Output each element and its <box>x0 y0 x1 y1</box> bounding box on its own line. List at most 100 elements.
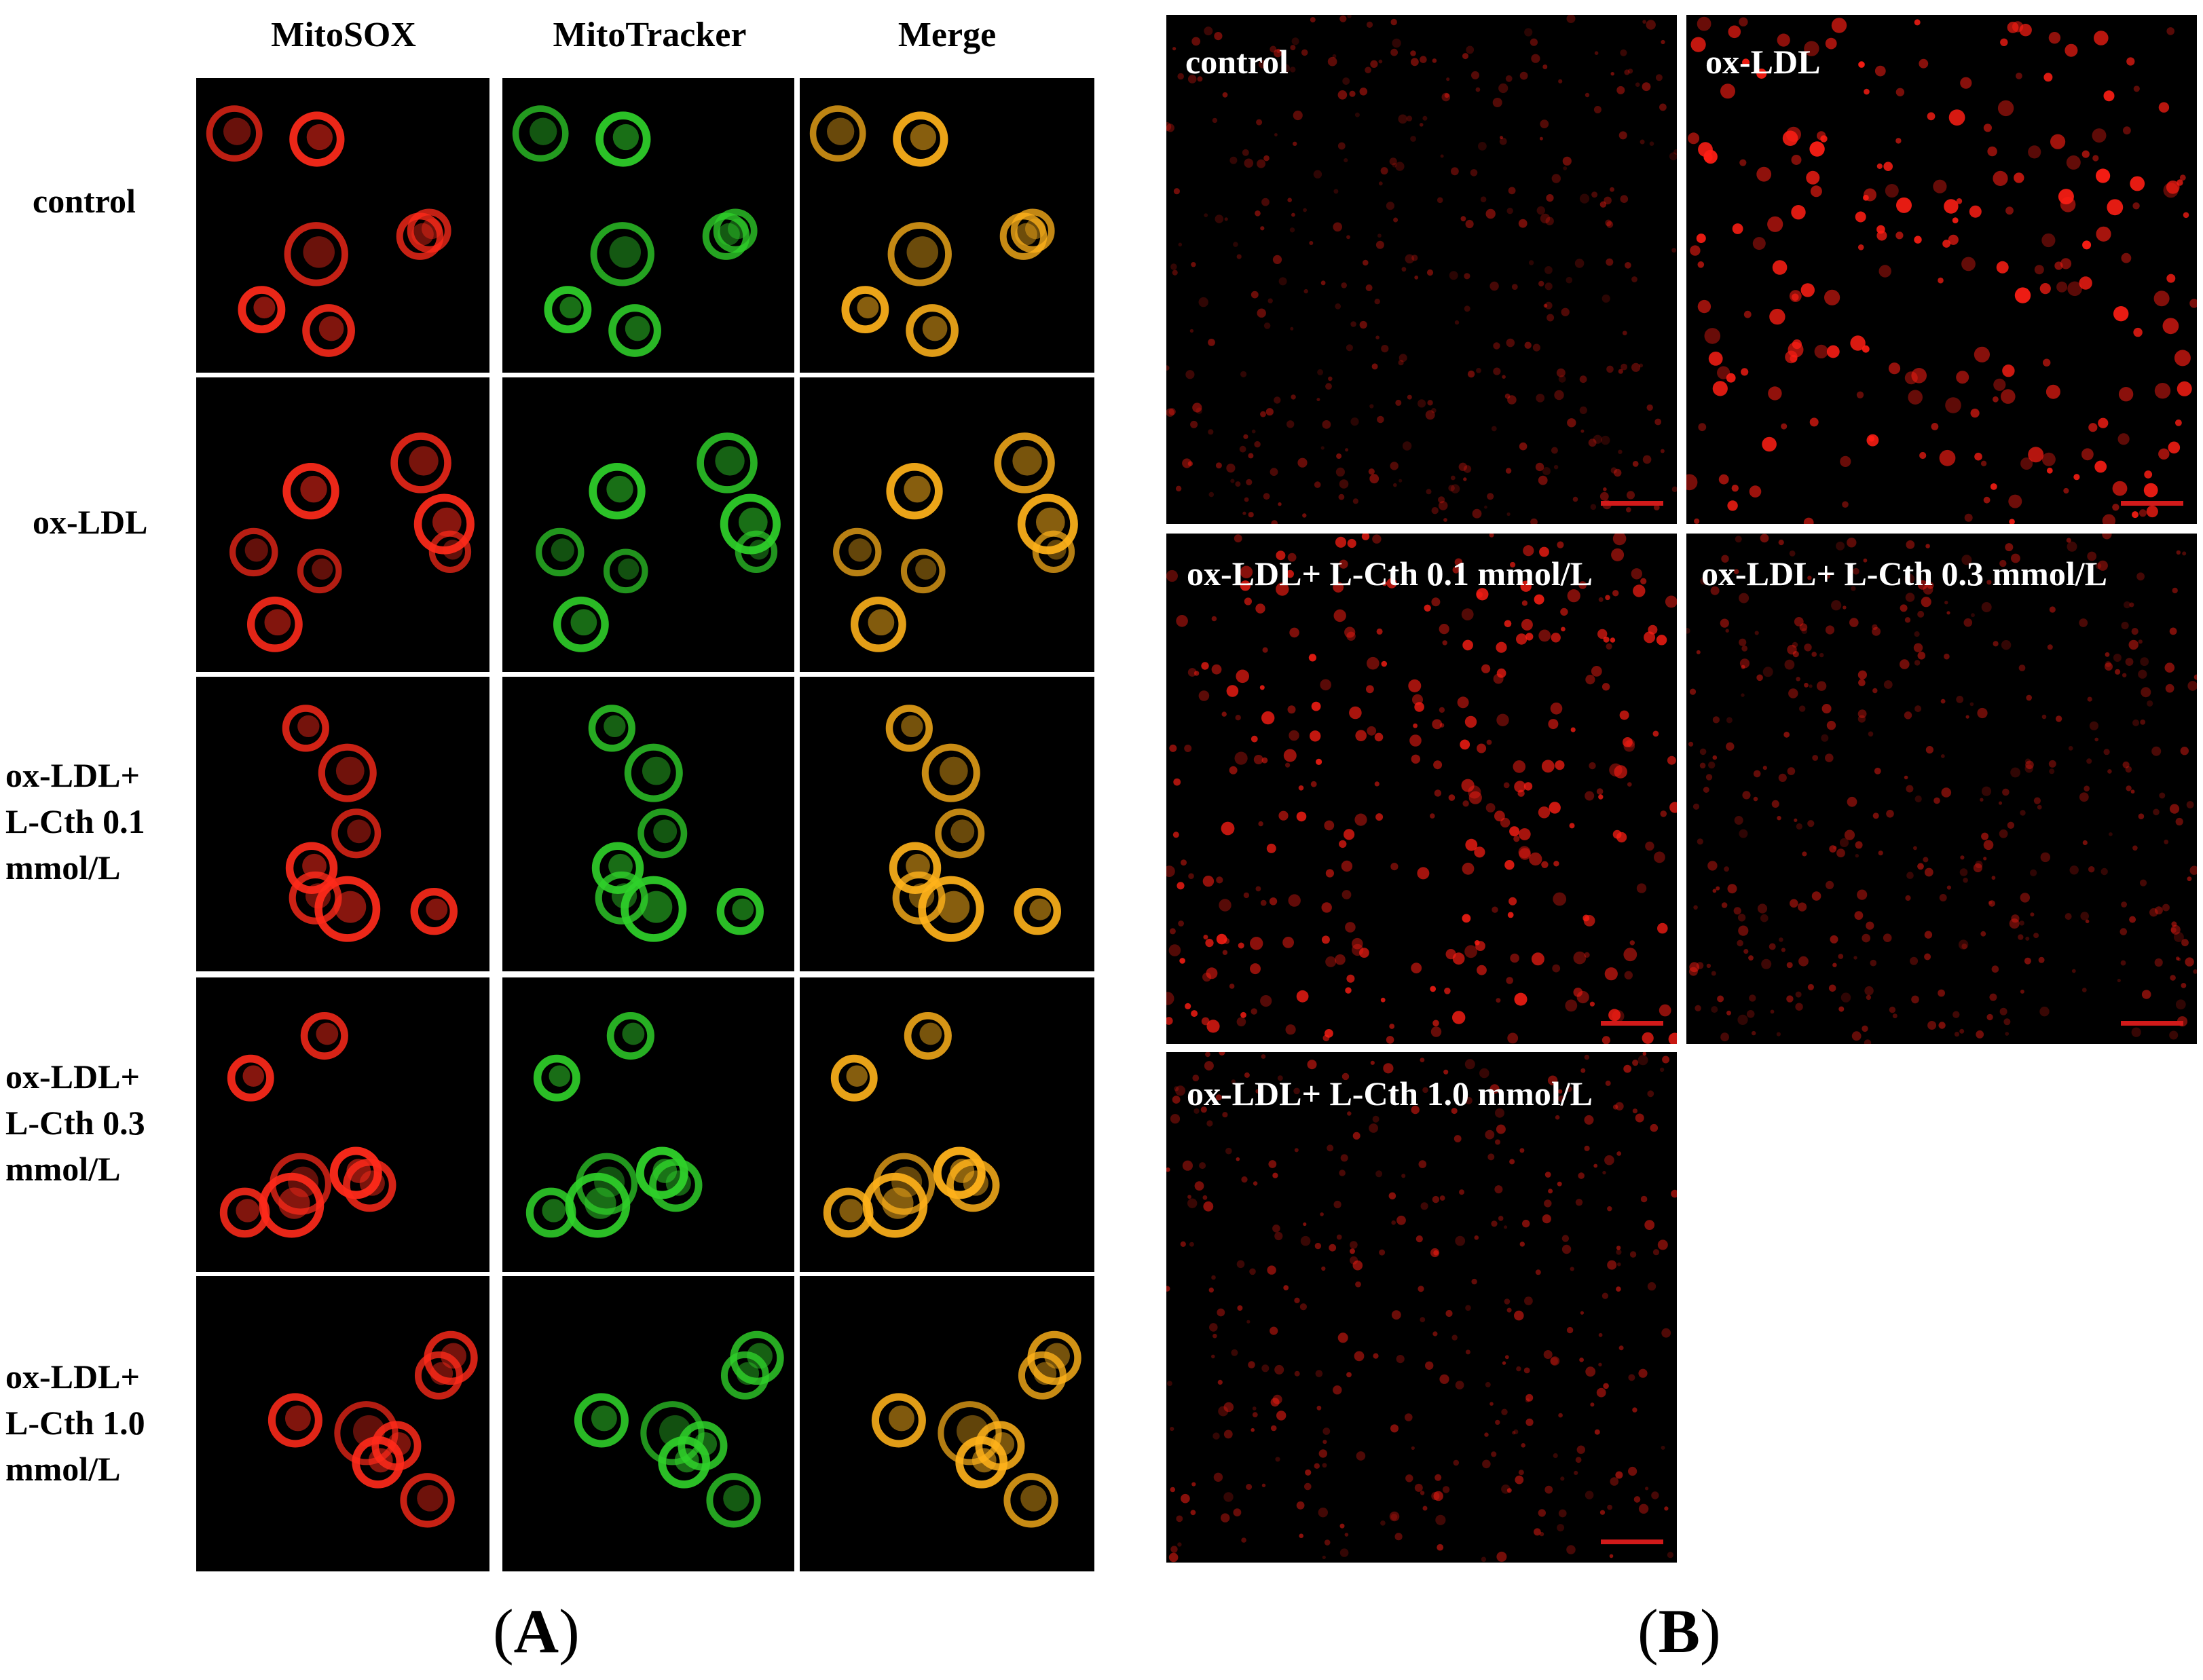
fluorescent-cell <box>1242 149 1249 156</box>
fluorescent-cell <box>1461 608 1474 620</box>
fluorescent-cell <box>2079 276 2092 290</box>
fluorescent-cell <box>1354 813 1367 826</box>
fluorescent-cell <box>1359 320 1367 329</box>
fluorescent-cell <box>1236 254 1242 259</box>
fluorescent-cell <box>1566 15 1576 23</box>
fluorescent-cell <box>2169 627 2177 635</box>
fluorescent-cell <box>1478 142 1487 151</box>
fluorescent-cell <box>2159 792 2166 799</box>
fluorescent-cell <box>1221 1513 1230 1523</box>
fluorescent-cell <box>2081 448 2094 461</box>
fluorescent-cell <box>2038 956 2045 963</box>
fluorescent-cell <box>2163 183 2179 198</box>
fluorescent-cell <box>1289 730 1299 741</box>
fluorescent-cell <box>1389 157 1397 166</box>
fluorescent-cell <box>1172 1096 1181 1104</box>
fluorescent-cell <box>1847 796 1857 807</box>
fluorescent-cell <box>1480 196 1487 203</box>
micrograph-image <box>525 1011 703 1238</box>
fluorescent-cell <box>1728 25 1741 39</box>
fluorescent-cell <box>1986 1013 1993 1021</box>
fluorescent-cell <box>1507 912 1514 918</box>
fluorescent-cell <box>1448 794 1456 801</box>
fluorescent-cell <box>1393 217 1399 223</box>
fluorescent-cell <box>1904 775 1908 780</box>
fluorescent-cell <box>2130 176 2145 191</box>
fluorescent-cell <box>1988 900 1993 905</box>
cell <box>658 1436 711 1489</box>
fluorescent-cell <box>1439 707 1445 713</box>
fluorescent-cell <box>1352 498 1358 504</box>
fluorescent-cell <box>1452 1011 1466 1024</box>
micrograph-image <box>206 105 451 357</box>
fluorescent-cell <box>1621 363 1627 371</box>
fluorescent-cell <box>1776 1032 1781 1037</box>
fluorescent-cell <box>1980 798 1984 802</box>
fluorescent-cell <box>1618 131 1627 140</box>
fluorescent-cell <box>1843 605 1847 610</box>
fluorescent-cell <box>1369 404 1374 409</box>
fluorescent-cell <box>1205 1052 1210 1058</box>
fluorescent-cell <box>2082 240 2092 250</box>
fluorescent-cell <box>1642 455 1652 464</box>
fluorescent-cell <box>1697 299 1711 314</box>
fluorescent-cell <box>1485 208 1496 219</box>
fluorescent-cell <box>1945 397 1961 413</box>
fluorescent-cell <box>2026 694 2032 701</box>
fluorescent-cell <box>1640 139 1645 145</box>
fluorescent-cell <box>1314 1242 1322 1250</box>
fluorescent-cell <box>1542 1214 1551 1224</box>
fluorescent-cell <box>1282 937 1294 948</box>
fluorescent-cell <box>1485 1381 1491 1387</box>
cell-interior <box>297 715 320 738</box>
fluorescent-cell <box>1339 559 1348 569</box>
fluorescent-cell <box>1276 550 1286 561</box>
fluorescent-cell <box>1602 1036 1610 1044</box>
fluorescent-cell <box>1411 754 1420 764</box>
fluorescent-cell <box>2138 813 2145 819</box>
fluorescent-cell <box>1496 641 1507 653</box>
fluorescent-cell <box>1868 731 1874 737</box>
fluorescent-cell <box>1432 719 1443 730</box>
fluorescent-cell <box>1671 248 1677 253</box>
cell-interior <box>718 223 740 246</box>
fluorescent-cell <box>1170 1427 1174 1432</box>
fluorescent-cell <box>1628 1374 1635 1381</box>
fluorescent-cell <box>2049 768 2055 774</box>
fluorescent-cell <box>1741 368 1749 376</box>
fluorescent-cell <box>1422 1506 1428 1511</box>
fluorescent-cell <box>1524 28 1533 37</box>
cell <box>414 1351 463 1400</box>
fluorescent-cell <box>1475 941 1485 951</box>
fluorescent-cell <box>1849 618 1859 627</box>
fluorescent-cell <box>1914 631 1920 637</box>
fluorescent-cell <box>1565 999 1578 1012</box>
cell <box>206 105 263 162</box>
fluorescent-cell <box>1175 1085 1186 1096</box>
fluorescent-cell <box>1311 701 1321 711</box>
fluorescent-cell <box>1862 933 1870 943</box>
fluorescent-cell <box>1785 126 1801 142</box>
fluorescent-cell <box>1344 829 1355 840</box>
cell-interior <box>904 475 931 503</box>
fluorescent-cell <box>1460 216 1466 222</box>
fluorescent-cell <box>1369 1123 1378 1133</box>
fluorescent-cell <box>1662 1056 1670 1064</box>
fluorescent-cell <box>1872 813 1879 819</box>
fluorescent-cell <box>1799 623 1808 631</box>
fluorescent-cell <box>1908 390 1923 405</box>
fluorescent-cell <box>2139 879 2147 886</box>
fluorescent-cell <box>1697 16 1711 31</box>
fluorescent-cell <box>1374 781 1380 787</box>
fluorescent-cell <box>1303 1222 1307 1227</box>
cell <box>887 222 952 286</box>
fluorescent-cell <box>1830 935 1838 944</box>
cell <box>904 1011 952 1060</box>
fluorescent-cell <box>1790 354 1798 362</box>
fluorescent-cell <box>1900 659 1910 669</box>
fluorescent-cell <box>1642 20 1646 24</box>
fluorescent-cell <box>1204 1061 1214 1071</box>
fluorescent-cell <box>1695 1005 1701 1011</box>
fluorescent-cell <box>1594 1429 1600 1435</box>
fluorescent-cell <box>1361 534 1370 540</box>
